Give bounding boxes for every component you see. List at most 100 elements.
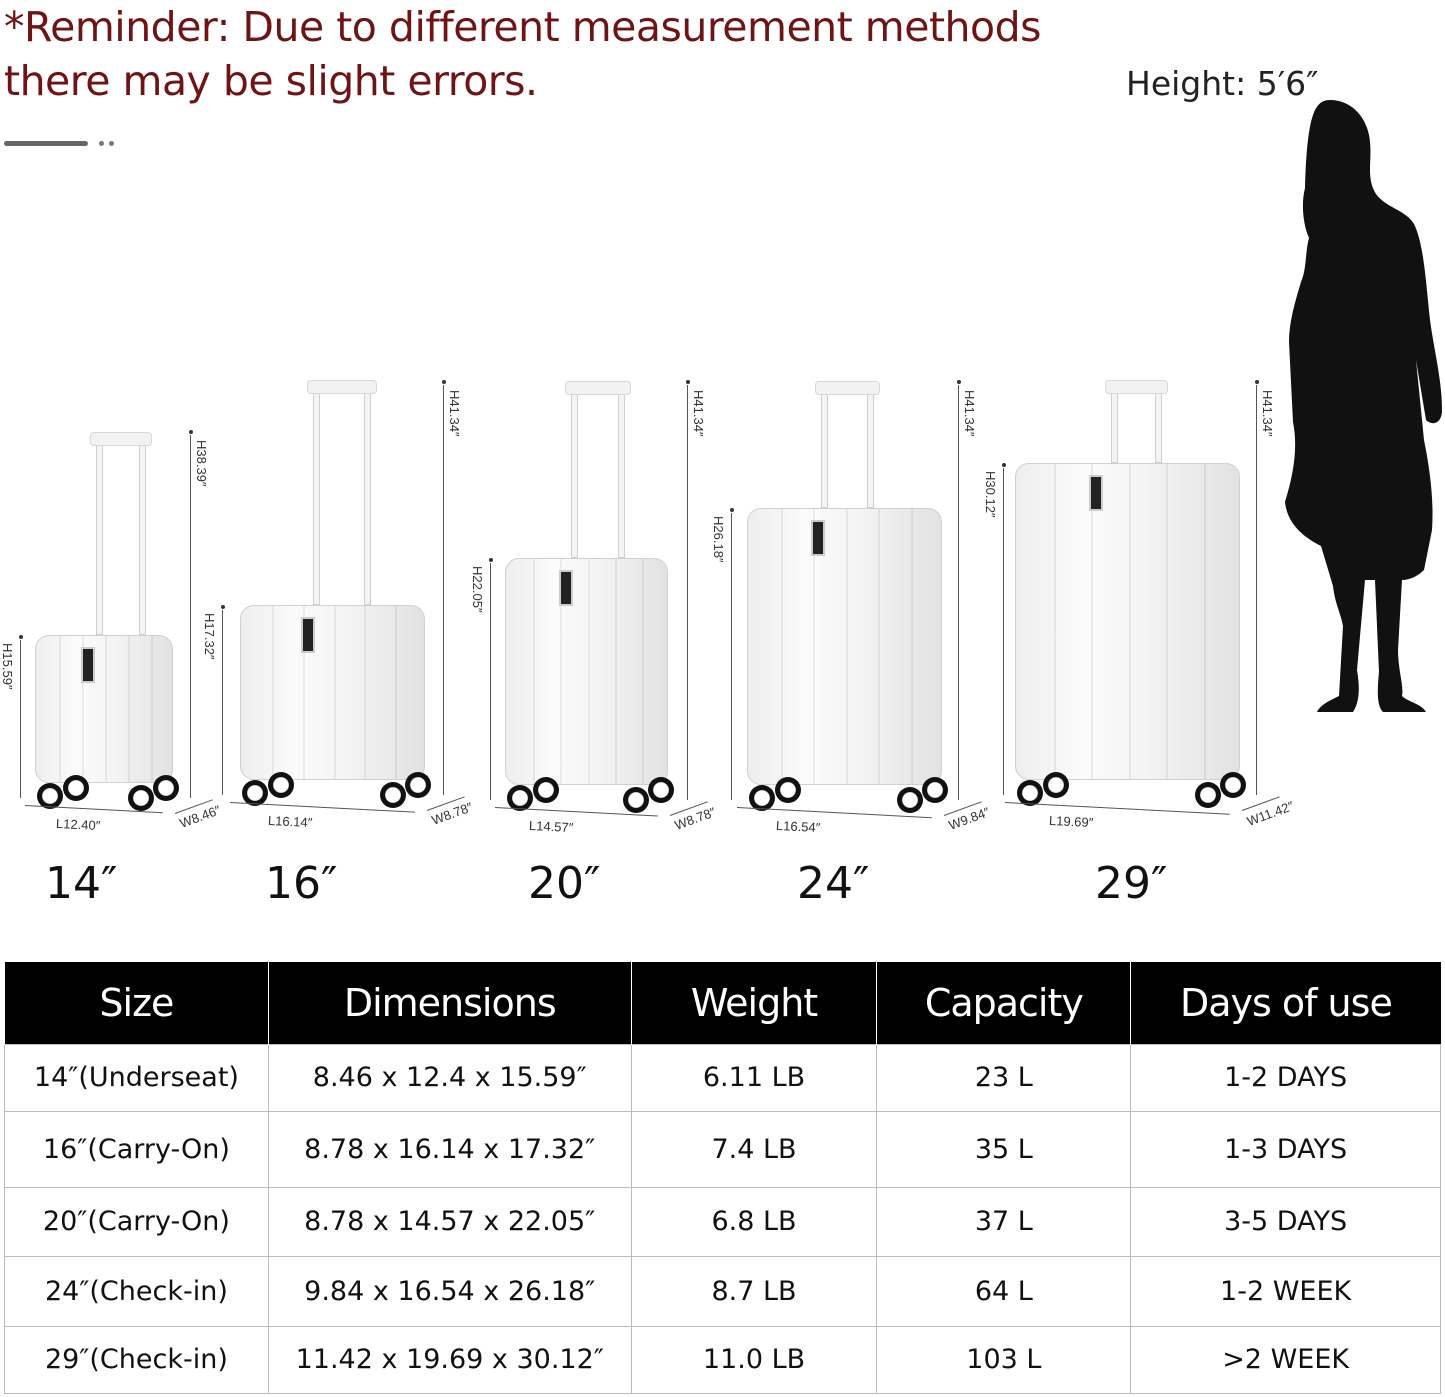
table-cell: 20″(Carry-On)	[4, 1186, 269, 1257]
dimension-dot	[189, 430, 193, 434]
total-height-label: H41.34″	[691, 390, 706, 437]
suitcase-body	[240, 605, 425, 780]
width-label: W8.78″	[429, 799, 475, 828]
wheel	[242, 780, 268, 806]
wheel	[37, 783, 63, 809]
wheel	[775, 777, 801, 803]
table-row: 29″(Check-in) 11.42 x 19.69 x 30.12″ 11.0 …	[4, 1325, 1441, 1394]
wheel	[507, 785, 533, 811]
table-cell: 3-5 DAYS	[1130, 1186, 1441, 1257]
suitcase-rib	[59, 636, 61, 782]
table-cell: 9.84 x 16.54 x 26.18″	[267, 1255, 632, 1327]
table-cell: 7.4 LB	[630, 1110, 878, 1188]
wheel	[153, 775, 179, 801]
length-label: L16.14″	[267, 812, 313, 831]
total-height-line	[687, 385, 688, 800]
dimension-dot	[442, 380, 446, 384]
height-line	[731, 513, 732, 800]
table-cell: 6.11 LB	[630, 1043, 878, 1112]
trolley-pole	[1111, 390, 1118, 463]
wheel	[897, 787, 923, 813]
table-cell: 64 L	[876, 1255, 1132, 1327]
trolley-handle	[815, 381, 880, 395]
table-cell: 11.42 x 19.69 x 30.12″	[267, 1325, 632, 1394]
divider-dot	[109, 141, 114, 146]
wheel	[623, 787, 649, 813]
length-label: L19.69″	[1048, 812, 1094, 831]
length-label: L16.54″	[775, 817, 821, 836]
suitcase-body	[505, 558, 668, 785]
total-height-line	[443, 385, 444, 795]
reminder-line-1: *Reminder: Due to different measurement …	[4, 3, 1041, 51]
trolley-pole	[313, 390, 320, 605]
table-cell: 8.78 x 16.14 x 17.32″	[267, 1110, 632, 1188]
trolley-pole	[618, 391, 625, 558]
table-cell: 1-2 WEEK	[1130, 1255, 1441, 1327]
total-height-label: H41.34″	[447, 390, 462, 437]
suitcase-rib	[1128, 464, 1131, 779]
table-cell: 23 L	[876, 1043, 1132, 1112]
brand-tag	[1089, 475, 1104, 511]
height-line	[490, 563, 491, 800]
width-label: W9.84″	[946, 804, 992, 833]
wheel	[405, 772, 431, 798]
length-label: L12.40″	[55, 815, 101, 834]
table-cell: 37 L	[876, 1186, 1132, 1257]
width-label: W8.46″	[177, 802, 223, 831]
column-header: Days of use	[1130, 962, 1441, 1044]
size-label: 14″	[45, 858, 118, 909]
dimension-dot	[1255, 380, 1259, 384]
size-label: 20″	[528, 858, 601, 909]
brand-tag	[80, 647, 95, 683]
table-row: 16″(Carry-On) 8.78 x 16.14 x 17.32″ 7.4 LB…	[4, 1110, 1441, 1188]
width-label: W8.78″	[672, 804, 718, 833]
dimension-dot	[221, 605, 225, 609]
body-height-label: H15.59″	[0, 643, 15, 690]
table-cell: 29″(Check-in)	[4, 1325, 269, 1394]
wheel	[380, 782, 406, 808]
suitcase-rib	[614, 559, 617, 784]
suitcase-rib	[641, 559, 644, 784]
column-header: Dimensions	[267, 962, 632, 1044]
size-label: 16″	[265, 858, 338, 909]
suitcase-rib	[910, 509, 913, 784]
person-height-label: Height: 5′6″	[1126, 64, 1319, 103]
wheel	[1043, 772, 1069, 798]
trolley-pole	[1155, 390, 1162, 463]
suitcase-rib	[364, 606, 367, 779]
suitcase-rib	[82, 636, 84, 782]
suitcase-rib	[587, 559, 590, 784]
trolley-pole	[821, 391, 828, 508]
suitcase-rib	[1203, 464, 1206, 779]
suitcase-rib	[395, 606, 398, 779]
divider	[4, 141, 88, 146]
table-cell: 35 L	[876, 1110, 1132, 1188]
dimension-dot	[730, 508, 734, 512]
table-row: 14″(Underseat) 8.46 x 12.4 x 15.59″ 6.11 L…	[4, 1043, 1441, 1112]
wheel	[128, 785, 154, 811]
dimension-dot	[1002, 463, 1006, 467]
trolley-handle	[565, 381, 631, 395]
suitcase-rib	[333, 606, 336, 779]
trolley-handle	[1105, 380, 1168, 394]
wheel	[1195, 782, 1221, 808]
trolley-handle	[90, 432, 152, 446]
suitcase-rib	[151, 636, 153, 782]
size-comparison-table: Size Dimensions Weight Capacity Days of use …	[4, 962, 1441, 1394]
suitcase-rib	[780, 509, 783, 784]
reminder-line-2: there may be slight errors.	[4, 57, 538, 105]
height-line	[222, 610, 223, 795]
size-label: 29″	[1095, 858, 1168, 909]
suitcase-rib	[1091, 464, 1093, 779]
trolley-pole	[96, 442, 103, 635]
table-cell: 8.46 x 12.4 x 15.59″	[267, 1043, 632, 1112]
table-header-row: Size Dimensions Weight Capacity Days of use	[4, 962, 1441, 1044]
trolley-pole	[867, 391, 874, 508]
wheel	[533, 777, 559, 803]
suitcase-rib	[845, 509, 848, 784]
table-row: 24″(Check-in) 9.84 x 16.54 x 26.18″ 8.7 LB…	[4, 1255, 1441, 1327]
body-height-label: H17.32″	[202, 613, 217, 660]
dimension-dot	[957, 380, 961, 384]
column-header: Weight	[630, 962, 877, 1044]
body-height-label: H22.05″	[470, 566, 485, 613]
